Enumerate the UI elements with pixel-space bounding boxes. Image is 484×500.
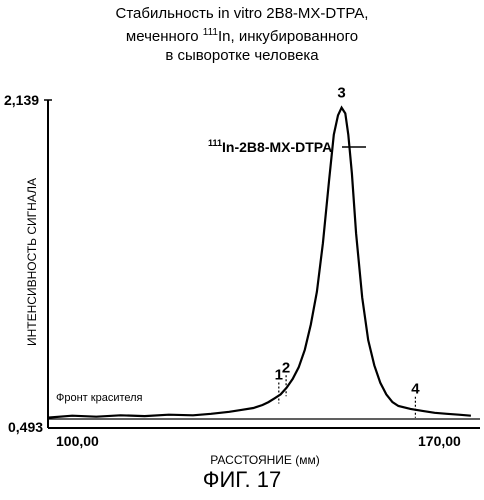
y-tick-label-max: 2,139	[4, 92, 39, 108]
peak-name-annotation: 111In-2B8-MX-DTPA	[208, 138, 332, 155]
x-tick-label-min: 100,00	[56, 433, 99, 449]
figure-label: ФИГ. 17	[0, 467, 484, 493]
solvent-front-label: Фронт красителя	[56, 392, 143, 404]
x-axis-label: РАССТОЯНИЕ (мм)	[210, 453, 320, 467]
peak-label-2: 2	[282, 359, 290, 376]
x-tick-label-max: 170,00	[418, 433, 461, 449]
peak-label-4: 4	[411, 381, 420, 398]
peak-name-text: In-2B8-MX-DTPA	[222, 139, 332, 155]
peak-name-isotope-mass: 111	[208, 138, 222, 148]
peak-label-3: 3	[337, 85, 345, 102]
y-tick-label-min: 0,493	[8, 419, 43, 435]
y-axis-label: ИНТЕНСИВНОСТЬ СИГНАЛА	[25, 178, 39, 346]
